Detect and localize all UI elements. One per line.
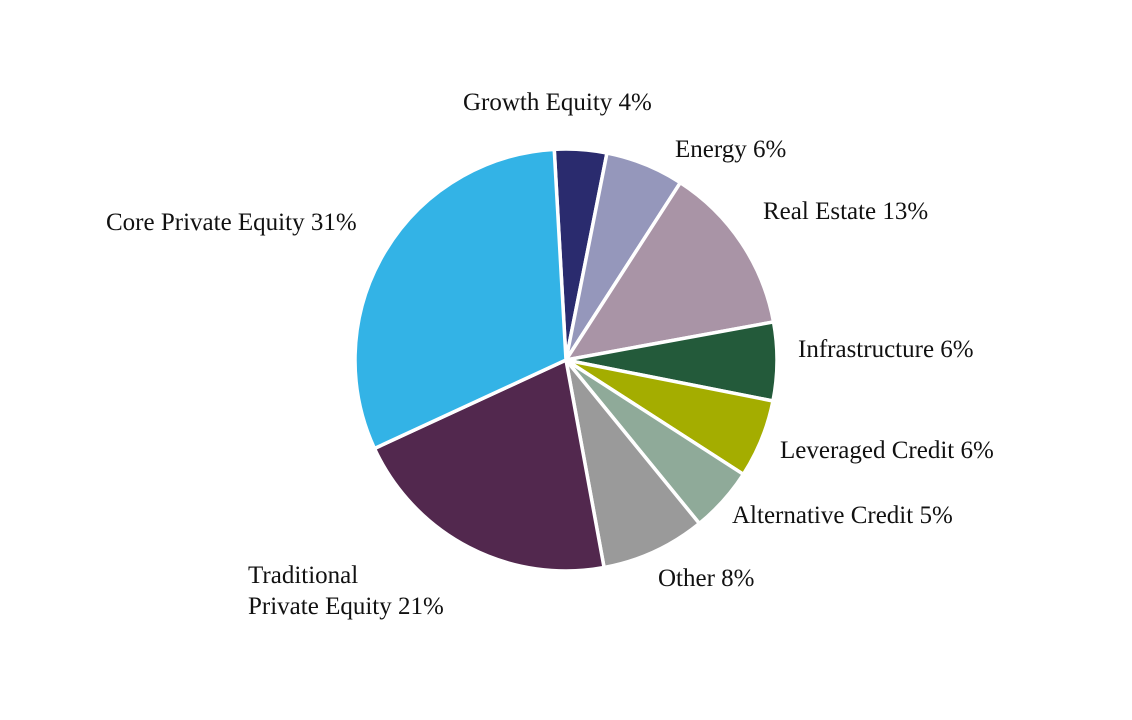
pie-labels: Growth Equity 4% Energy 6% Real Estate 13%… — [106, 89, 994, 620]
slice-label-line: Leveraged Credit 6% — [780, 437, 994, 464]
pie-slice-real-estate — [564, 180, 776, 362]
pie-slice-other — [564, 358, 702, 570]
pie-slices — [353, 147, 779, 573]
slice-label-other: Other 8% — [658, 565, 755, 592]
slice-label-line: Traditional — [248, 562, 358, 589]
slice-label-alternative-credit: Alternative Credit 5% — [732, 502, 953, 529]
pie-slice-traditional-private-equity — [372, 358, 606, 573]
slice-label-real-estate: Real Estate 13% — [763, 198, 928, 225]
slice-label-line: Infrastructure 6% — [798, 336, 974, 363]
slice-label-line: Private Equity 21% — [248, 593, 444, 620]
slice-label-line: Other 8% — [658, 565, 755, 592]
slice-label-core-private-equity: Core Private Equity 31% — [106, 209, 357, 236]
slice-label-leveraged-credit: Leveraged Credit 6% — [780, 437, 994, 464]
slice-label-traditional-private-equity: Traditional Private Equity 21% — [248, 562, 444, 620]
slice-label-line: Energy 6% — [675, 136, 786, 163]
slice-label-line: Core Private Equity 31% — [106, 209, 357, 236]
slice-label-line: Growth Equity 4% — [463, 89, 652, 116]
slice-label-growth-equity: Growth Equity 4% — [463, 89, 652, 116]
slice-label-line: Real Estate 13% — [763, 198, 928, 225]
slice-label-energy: Energy 6% — [675, 136, 786, 163]
slice-label-infrastructure: Infrastructure 6% — [798, 336, 974, 363]
pie-slice-core-private-equity — [353, 147, 568, 451]
slice-label-line: Alternative Credit 5% — [732, 502, 953, 529]
